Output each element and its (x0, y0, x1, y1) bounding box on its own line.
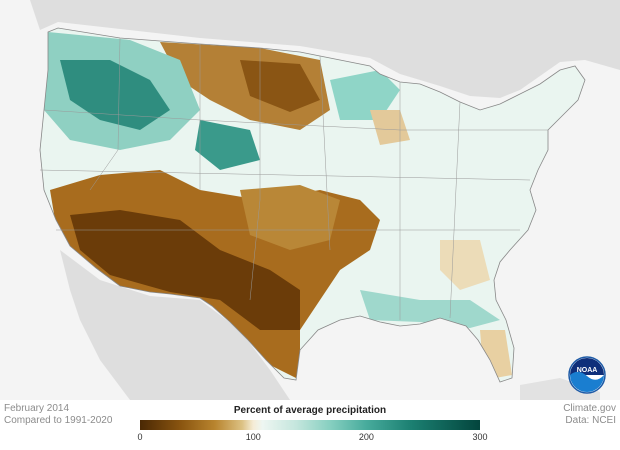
legend-title: Percent of average precipitation (233, 405, 387, 416)
legend-tick-300: 300 (472, 432, 488, 442)
noaa-logo-text: NOAA (577, 367, 598, 374)
canada-land (0, 0, 620, 98)
us-outline (39, 27, 586, 383)
map-caption: February 2014 Compared to 1991-2020 (4, 403, 112, 427)
legend-colorbar (140, 420, 480, 430)
dry-region-southeast (440, 240, 490, 290)
credit-source: Climate.gov (563, 403, 616, 414)
dry-florida (480, 330, 512, 378)
very-dry-core (70, 210, 300, 330)
legend: Percent of average precipitation 0 100 2… (137, 405, 487, 442)
wet-wyoming (195, 120, 260, 170)
noaa-logo-icon: NOAA (568, 356, 606, 394)
wet-region-gulf (360, 290, 500, 328)
legend-ticks: 0 100 200 300 (137, 430, 487, 442)
wet-region-midwest (330, 70, 400, 120)
dry-central-plains (240, 185, 340, 250)
us-precipitation-svg (0, 0, 620, 400)
cuba-land (520, 378, 600, 400)
very-wet-northwest (60, 60, 170, 130)
legend-tick-200: 200 (358, 432, 374, 442)
legend-tick-0: 0 (137, 432, 143, 442)
precipitation-map (0, 0, 620, 400)
map-credits: Climate.gov Data: NCEI (563, 403, 616, 427)
credit-data: Data: NCEI (565, 415, 616, 426)
caption-date: February 2014 (4, 403, 70, 414)
state-borders (39, 37, 548, 320)
caption-baseline: Compared to 1991-2020 (4, 415, 113, 426)
mexico-land (60, 250, 290, 400)
legend-tick-100: 100 (245, 432, 261, 442)
